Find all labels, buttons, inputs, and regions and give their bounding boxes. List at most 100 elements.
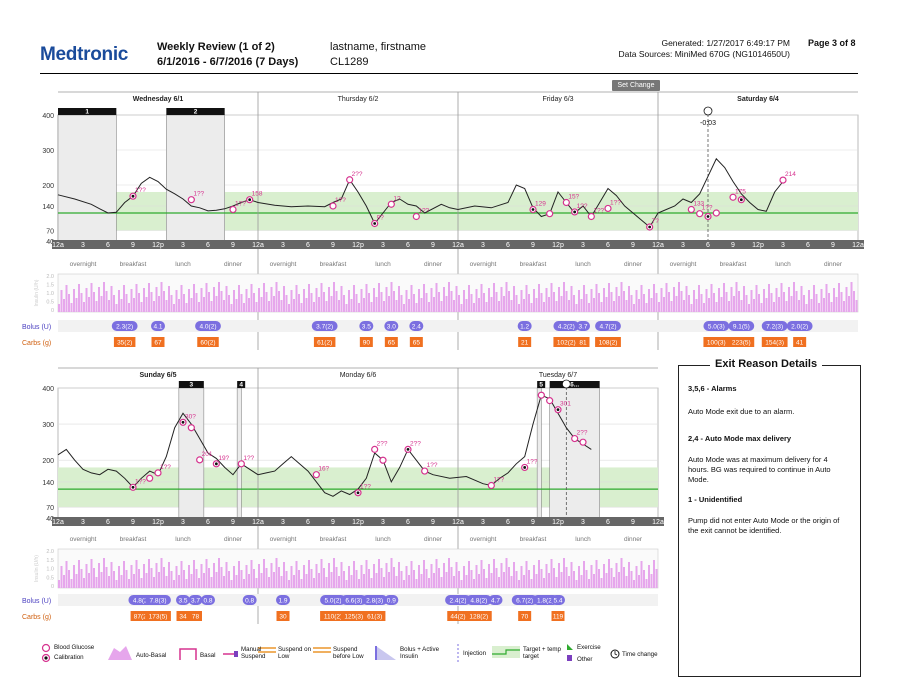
date-range: 6/1/2016 - 6/7/2016 (7 Days) — [157, 56, 299, 68]
auto-basal-bar — [263, 283, 265, 312]
day-label: Monday 6/6 — [340, 372, 377, 379]
meal-period-label: overnight — [470, 261, 497, 268]
meal-period-label: overnight — [270, 536, 297, 543]
auto-basal-bar — [363, 574, 365, 588]
auto-basal-bar — [770, 293, 773, 312]
carbs-badge — [340, 611, 367, 621]
y-tick-label: 40 — [46, 239, 54, 246]
blood-glucose-label: 1?? — [135, 187, 146, 194]
x-tick-label: 6 — [106, 242, 110, 249]
auto-basal-bar — [580, 299, 583, 312]
auto-basal-bar — [375, 573, 378, 588]
auto-basal-bar — [558, 287, 560, 312]
carbs-badge — [518, 611, 532, 621]
auto-basal-bar — [330, 572, 333, 588]
carbs-badge — [518, 337, 532, 347]
auto-basal-bar — [835, 297, 838, 312]
auto-basal-bar — [678, 282, 680, 312]
blood-glucose-label: 16? — [318, 466, 329, 473]
carbs-value: 81 — [579, 340, 587, 347]
auto-basal-bar — [283, 286, 285, 312]
auto-basal-bar — [90, 283, 93, 312]
auto-basal-bar — [843, 301, 845, 312]
auto-basal-bar — [580, 575, 583, 588]
auto-basal-bar — [68, 570, 70, 588]
insulin-axis-label: Insulin (U/h) — [34, 555, 40, 582]
auto-basal-bar — [188, 289, 190, 312]
auto-basal-bar — [513, 286, 515, 312]
auto-basal-bar — [268, 301, 270, 312]
meal-period-label: lunch — [375, 536, 391, 543]
blood-glucose-label: 1?? — [335, 197, 346, 204]
auto-basal-bar — [398, 286, 400, 312]
auto-basal-bar — [550, 283, 553, 312]
auto-basal-bar — [405, 566, 408, 588]
auto-basal-bar — [585, 570, 588, 588]
bolus-value: 9.1(5) — [733, 324, 750, 331]
blood-glucose-label: 1?? — [243, 455, 254, 462]
auto-basal-bar — [75, 298, 78, 312]
exit-marker-flag — [166, 108, 225, 115]
report-title: Weekly Review (1 of 2) — [157, 41, 275, 53]
auto-basal-bar — [155, 287, 158, 312]
blood-glucose-label: 1?? — [427, 462, 438, 469]
auto-basal-bar — [445, 296, 448, 312]
auto-basal-bar — [330, 296, 333, 312]
blood-glucose-label: 201 — [202, 451, 213, 458]
x-tick-label: 12p — [152, 242, 164, 249]
carbs-badge — [409, 337, 423, 347]
auto-basal-bar — [693, 290, 695, 312]
auto-basal-bar — [738, 291, 740, 312]
legend: Blood Glucose Calibration Auto-Basal Bas… — [40, 640, 670, 680]
calibration-point — [531, 208, 535, 211]
auto-basal-bar — [650, 574, 653, 588]
auto-basal-bar — [570, 562, 573, 588]
auto-basal-bar — [520, 290, 523, 312]
auto-basal-bar — [380, 292, 383, 312]
auto-basal-bar — [448, 282, 450, 312]
auto-basal-bar — [803, 295, 805, 312]
legend-suspend-low: Suspend on Low — [278, 646, 312, 660]
auto-basal-bar — [615, 563, 618, 588]
auto-basal-bar — [58, 304, 60, 312]
suspend-on-low-icon — [258, 647, 276, 653]
auto-basal-bar — [413, 294, 415, 312]
auto-basal-bar — [340, 286, 343, 312]
x-tick-label: 9 — [131, 242, 135, 249]
auto-mode-exit-region — [166, 114, 225, 242]
auto-basal-bar — [540, 293, 543, 312]
x-tick-label: 6 — [306, 519, 310, 526]
auto-basal-bar — [838, 283, 840, 312]
carbs-value: 125(3) — [344, 614, 363, 621]
auto-basal-bar — [493, 559, 495, 588]
auto-basal-bar — [648, 565, 650, 588]
blood-glucose-point — [779, 176, 787, 184]
auto-basal-bar — [163, 567, 165, 588]
auto-basal-bar — [560, 296, 563, 312]
patient-block: lastname, firstname CL1289 — [330, 40, 426, 70]
x-tick-label: 3 — [481, 242, 485, 249]
blood-glucose-label: 1?? — [493, 477, 504, 484]
auto-basal-bar — [275, 558, 278, 588]
auto-basal-bar — [470, 570, 473, 588]
auto-basal-bar — [290, 290, 293, 312]
auto-basal-bar — [573, 571, 575, 588]
bolus-value: 2.0(2) — [791, 324, 808, 331]
y-tick-label: 400 — [42, 113, 54, 120]
insulin-tick-label: 0 — [51, 308, 54, 314]
meal-period-label: lunch — [175, 261, 191, 268]
auto-basal-bar — [310, 293, 313, 312]
bolus-badge — [511, 595, 538, 605]
bolus-badge — [145, 595, 171, 605]
bolus-badge — [311, 321, 338, 331]
exit-reason-text: Pump did not enter Auto Mode or the orig… — [688, 516, 840, 535]
carbs-value: 67 — [154, 340, 162, 347]
auto-basal-bar — [420, 298, 423, 312]
auto-basal-bar — [303, 289, 305, 312]
auto-basal-bar — [90, 559, 93, 588]
auto-basal-bar — [258, 288, 260, 312]
auto-basal-bar — [613, 577, 615, 588]
auto-basal-bar — [400, 571, 403, 588]
auto-basal-bar — [260, 573, 263, 588]
auto-basal-bar — [750, 290, 753, 312]
